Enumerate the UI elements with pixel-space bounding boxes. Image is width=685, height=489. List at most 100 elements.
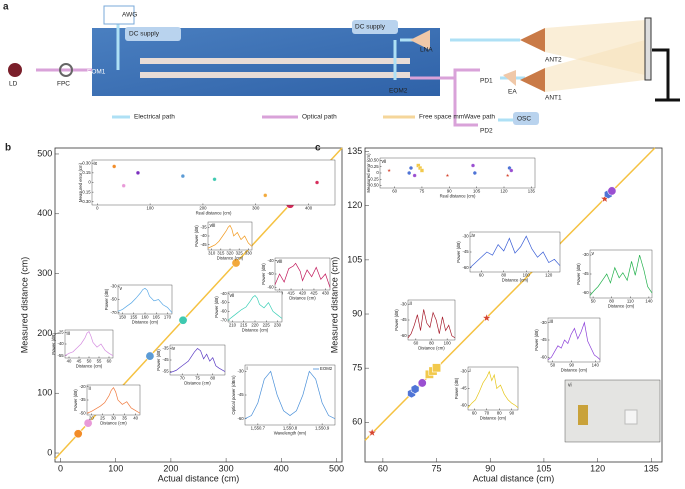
y-axis-label: Power (dB) (73, 389, 78, 411)
y-tick-label: 120 (347, 200, 362, 210)
y-axis-label: Power (dB) (454, 377, 459, 399)
y-tick-label: -30 (110, 283, 117, 288)
x-tick-label: 120 (545, 273, 553, 278)
marker (509, 168, 514, 173)
x-tick-label: 150 (119, 315, 127, 320)
marker (410, 384, 420, 395)
dc-box (125, 27, 181, 41)
optical-fiber (453, 68, 480, 80)
x-tick-label: 25 (100, 416, 105, 421)
marker (407, 170, 411, 176)
marker (607, 186, 617, 196)
y-tick-label: -40 (267, 258, 274, 263)
x-tick-label: 500 (329, 464, 344, 474)
y-axis-label: Power (dB) (156, 349, 161, 371)
marker (471, 163, 475, 168)
data-line (117, 287, 173, 313)
marker (366, 427, 378, 438)
x-tick-label: 80 (210, 376, 215, 381)
inset-frame (91, 159, 336, 206)
x-tick-label: 210 (229, 323, 237, 328)
x-tick-label: 40 (67, 359, 72, 364)
label: EOM1 (87, 69, 106, 76)
y-tick-label: -50 (79, 410, 86, 415)
y-tick-label: -50 (267, 271, 274, 276)
panel-a: a LD FPC AWG DC supply EOM1 EOM2 DC supp… (3, 2, 680, 135)
y-tick-label: -30 (540, 320, 547, 325)
osc-box (513, 112, 539, 125)
x-tick-label: 320 (226, 251, 234, 256)
y-tick-label: 135 (347, 146, 362, 156)
dc-box (352, 20, 398, 34)
data-line (407, 309, 456, 339)
y-tick-label: 105 (347, 254, 362, 264)
inset-frame (469, 231, 561, 273)
y-axis-label: Measured distance (cm) (329, 257, 339, 354)
marker (386, 168, 392, 173)
x-tick-label: 140 (592, 363, 600, 368)
x-tick-label: 80 (497, 411, 502, 416)
x-tick-label: 70 (484, 411, 489, 416)
y-axis-label: Power (dB) (51, 333, 56, 355)
x-axis-label: Distance (cm) (480, 415, 507, 420)
y-tick-label: -55 (57, 353, 64, 358)
y-tick-label: -60 (462, 265, 469, 270)
x-axis-label: Distance (cm) (242, 327, 269, 332)
y-tick-label: 0.25 (370, 164, 379, 169)
inset-frame (274, 257, 331, 291)
x-tick-label: 120 (590, 464, 605, 474)
x-tick-label: 100 (444, 341, 452, 346)
y-tick-label: 500 (37, 148, 52, 158)
legend-label: EOM2 (320, 366, 333, 371)
marker (481, 312, 492, 323)
data-line (169, 347, 226, 374)
y-tick-label: -30 (400, 301, 407, 306)
x-tick-label: 60 (413, 341, 418, 346)
data-line (469, 235, 561, 269)
inset-label: i (247, 366, 248, 372)
inset-label: iv (172, 346, 176, 352)
y-tick-label: 200 (37, 328, 52, 338)
x-tick-label: 1,550.8 (283, 426, 298, 431)
awg-box (103, 5, 135, 25)
x-tick-label: 60 (479, 273, 484, 278)
fiber-spool (140, 72, 410, 78)
lna (410, 30, 430, 50)
y-tick-label: -55 (162, 369, 169, 374)
x-axis-label: Distance (cm) (132, 319, 159, 324)
x-axis-label: Distance (cm) (100, 420, 127, 425)
data-line (274, 262, 331, 288)
x-tick-label: 90 (485, 464, 495, 474)
data-line (547, 321, 601, 360)
inset-label: ix (94, 161, 98, 167)
optical-fiber (410, 76, 478, 127)
label: ANT1 (545, 95, 562, 102)
marker (73, 429, 83, 439)
y-tick-label: -45 (162, 357, 169, 362)
y-tick-label: -25 (57, 329, 64, 334)
x-tick-label: 60 (107, 359, 112, 364)
label: DC supply (355, 24, 386, 31)
x-tick-label: 420 (299, 291, 307, 296)
y-tick-label: -35 (162, 346, 169, 351)
marker (231, 258, 241, 268)
y-tick-label: -30 (462, 233, 469, 238)
x-tick-label: 1,550.9 (315, 426, 330, 431)
y-tick-label: -60 (460, 403, 467, 408)
y-tick-label: -0.15 (81, 189, 91, 194)
inset-label: vii (230, 293, 235, 299)
inset-label: iv (472, 233, 476, 239)
legend-label: Free space mmWave path (419, 114, 495, 121)
antenna (520, 68, 545, 92)
marker (409, 165, 413, 171)
inset-frame (227, 291, 283, 323)
marker (180, 174, 185, 178)
marker (263, 193, 268, 198)
y-tick-label: 0 (47, 447, 52, 457)
y-tick-label: -45 (237, 392, 244, 397)
ea (503, 70, 516, 86)
x-axis-label: Distance (cm) (502, 277, 529, 282)
label: AWG (122, 12, 137, 19)
y-tick-label: 100 (37, 388, 52, 398)
y-tick-label: -30 (582, 252, 589, 257)
